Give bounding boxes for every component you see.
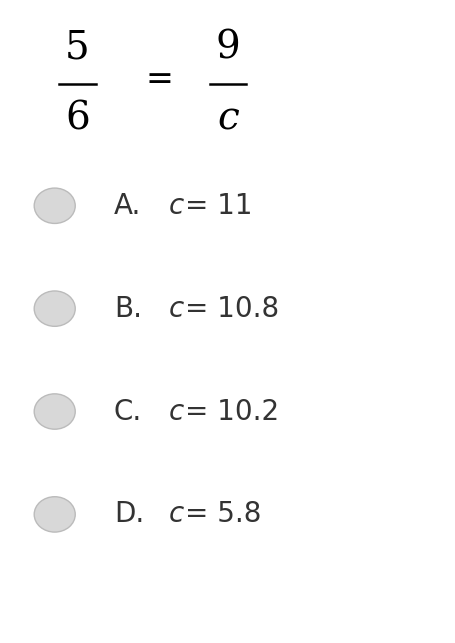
- Text: c: c: [168, 294, 183, 323]
- Text: c: c: [168, 192, 183, 220]
- Text: C.: C.: [114, 397, 142, 426]
- Text: A.: A.: [114, 192, 141, 220]
- Text: = 10.8: = 10.8: [184, 294, 278, 323]
- Ellipse shape: [34, 291, 75, 327]
- Ellipse shape: [34, 394, 75, 430]
- Text: 5: 5: [65, 30, 90, 67]
- Text: 9: 9: [215, 30, 240, 67]
- Text: c: c: [168, 500, 183, 529]
- Text: D.: D.: [114, 500, 144, 529]
- Text: = 10.2: = 10.2: [184, 397, 278, 426]
- Text: 6: 6: [65, 100, 90, 138]
- Ellipse shape: [34, 188, 75, 224]
- Text: B.: B.: [114, 294, 142, 323]
- Text: =: =: [145, 64, 173, 96]
- Text: c: c: [168, 397, 183, 426]
- Text: = 11: = 11: [184, 192, 252, 220]
- Text: = 5.8: = 5.8: [184, 500, 260, 529]
- Ellipse shape: [34, 496, 75, 532]
- Text: c: c: [217, 100, 238, 138]
